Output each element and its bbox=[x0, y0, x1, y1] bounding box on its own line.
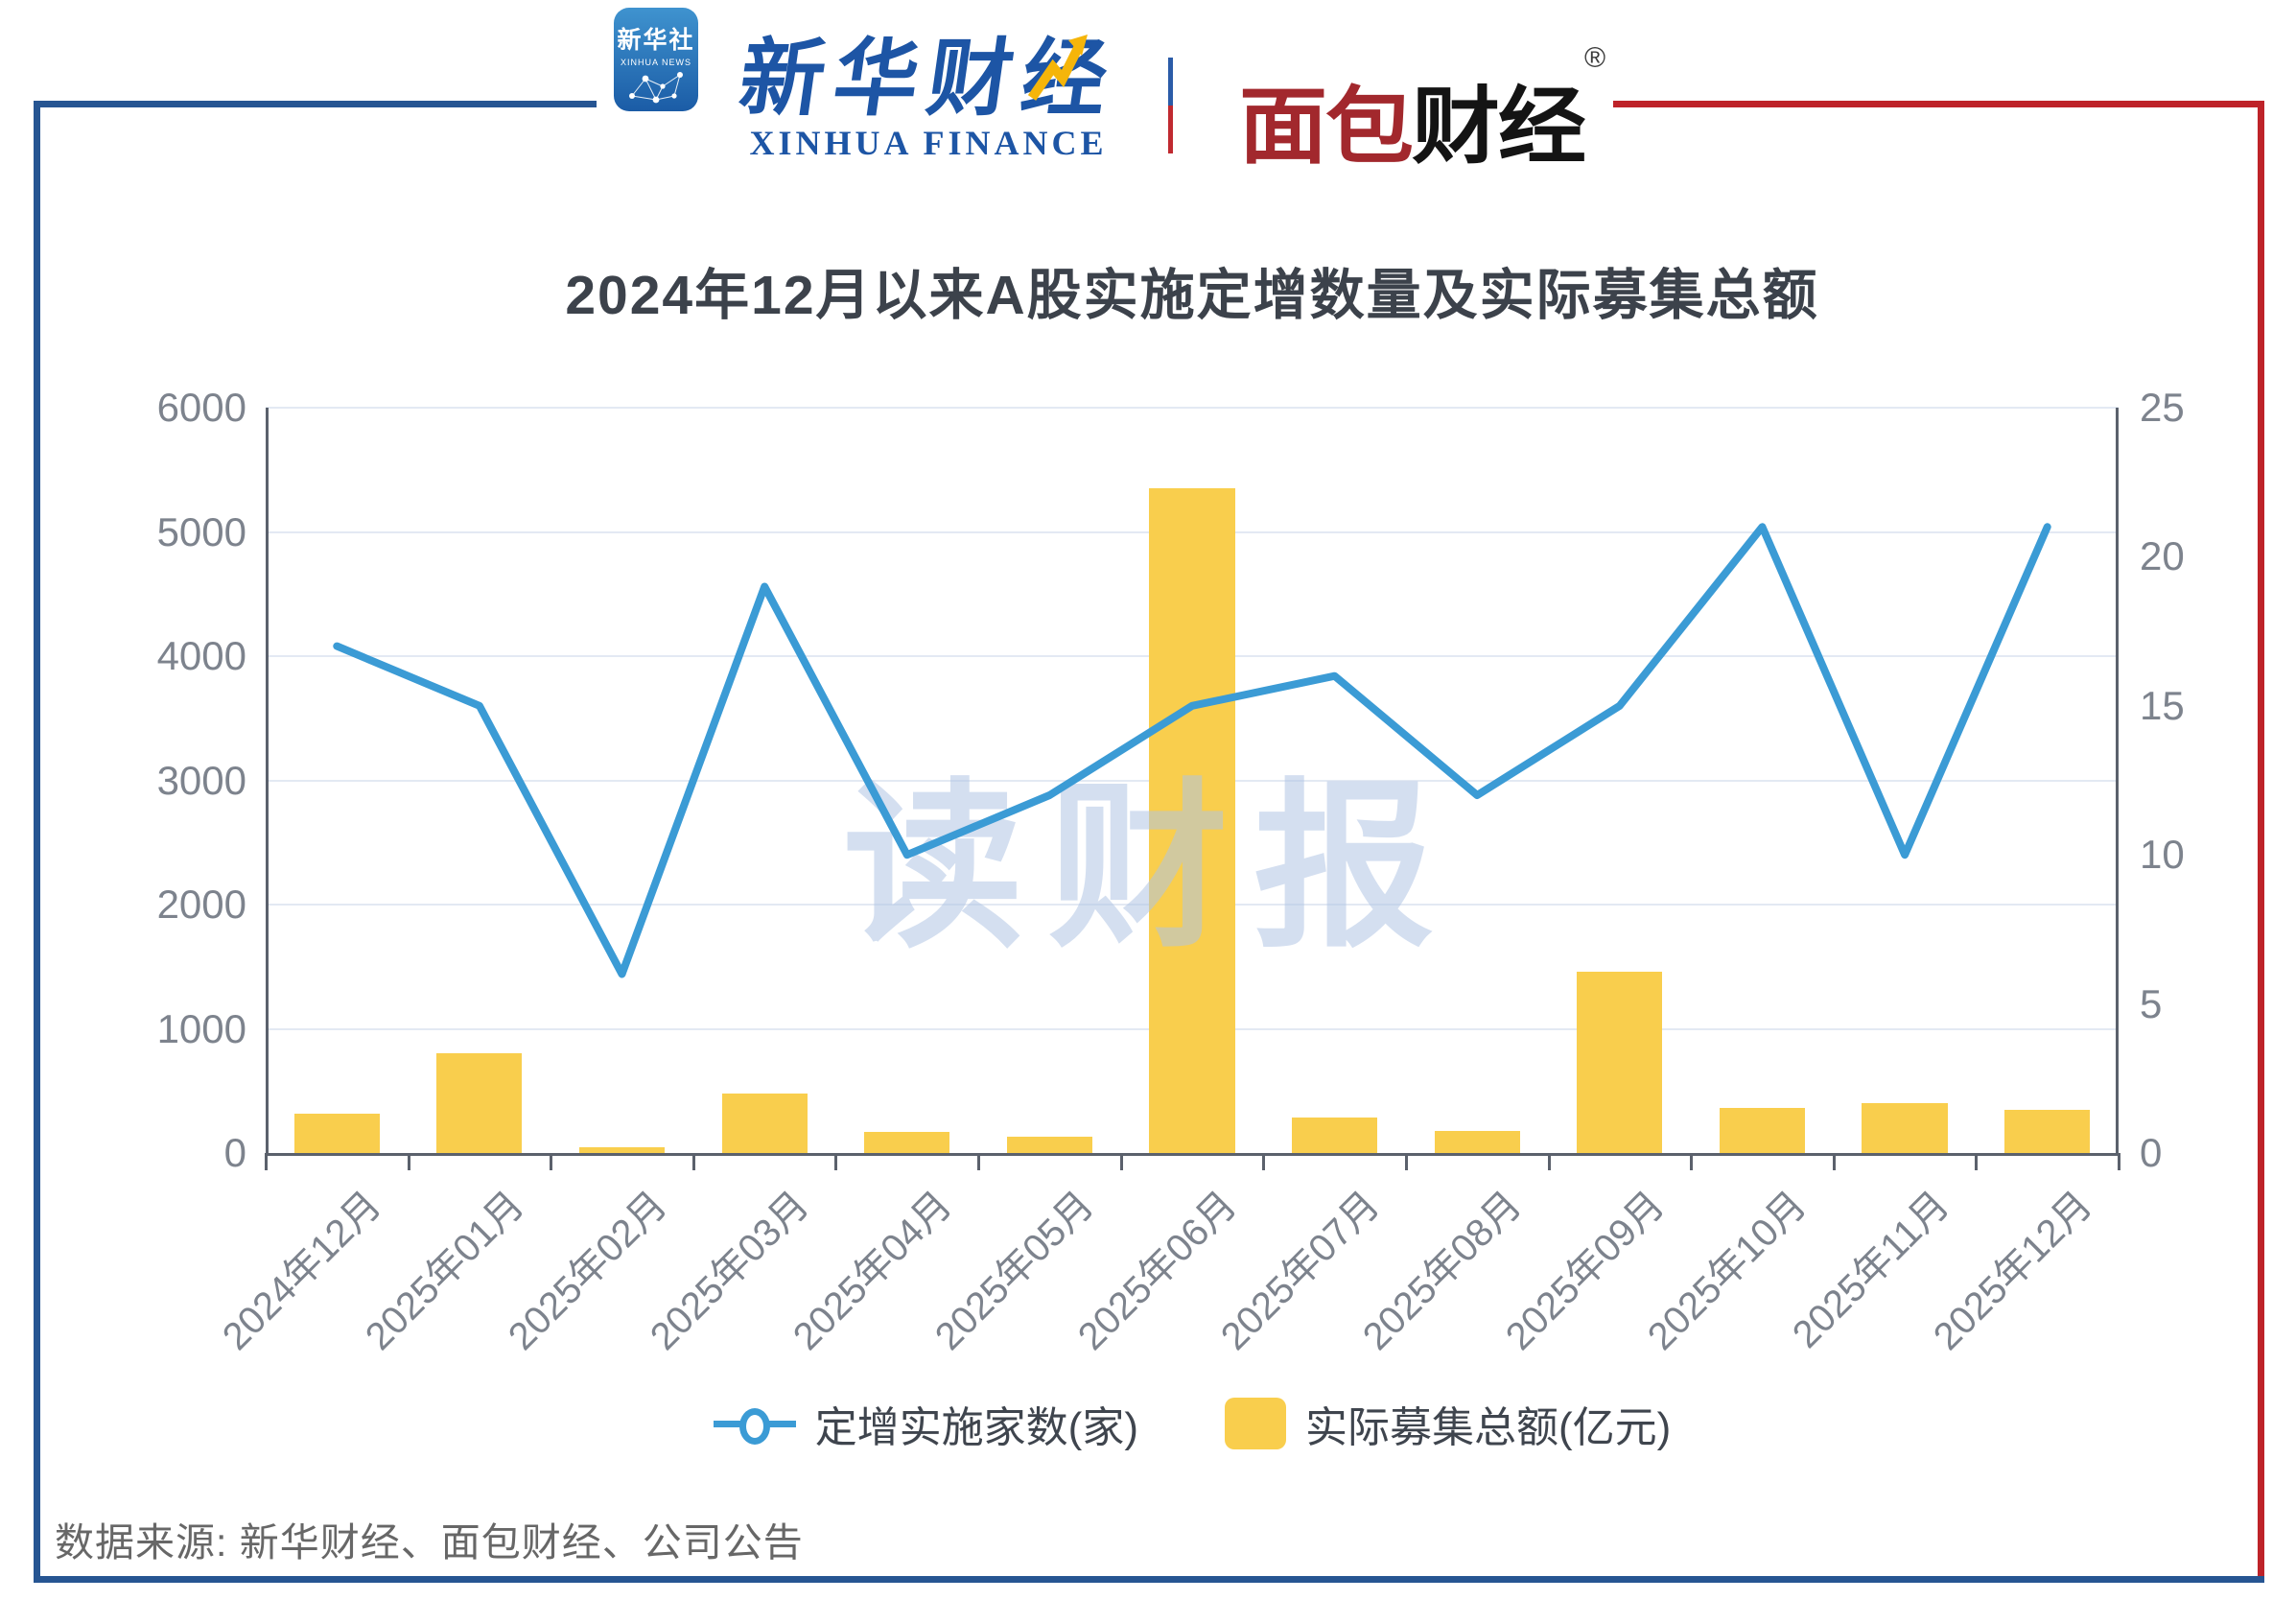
y-axis-tick-label-right: 10 bbox=[2140, 832, 2185, 878]
x-axis-tick bbox=[834, 1153, 838, 1170]
bar bbox=[864, 1131, 950, 1153]
xinhua-news-logo: 新华社 XINHUA NEWS bbox=[614, 8, 698, 111]
bar bbox=[721, 1093, 808, 1153]
bread-finance-logo-part1: 面包 bbox=[1239, 81, 1414, 175]
data-source-note: 数据来源: 新华财经、面包财经、公司公告 bbox=[55, 1520, 804, 1565]
y-axis-tick-label-right: 20 bbox=[2140, 533, 2185, 579]
xinhua-finance-logo: 新华财经 XINHUA FINANCE bbox=[717, 31, 1139, 163]
x-axis-tick bbox=[1119, 1153, 1123, 1170]
chart-title: 2024年12月以来A股实施定增数量及实际募集总额 bbox=[565, 265, 1819, 326]
x-axis-tick bbox=[691, 1153, 695, 1170]
bar bbox=[1577, 971, 1663, 1153]
x-axis-tick bbox=[1975, 1153, 1979, 1170]
y-axis-left bbox=[266, 408, 269, 1156]
line-series-marker-icon bbox=[713, 1407, 796, 1445]
x-axis-tick bbox=[1404, 1153, 1408, 1170]
trend-arrow-icon bbox=[1027, 35, 1088, 101]
y-axis-tick-label-right: 0 bbox=[2140, 1130, 2163, 1175]
bread-finance-logo: 面包财经 ® bbox=[1239, 42, 1605, 183]
bar bbox=[436, 1053, 523, 1153]
x-axis-tick bbox=[2118, 1153, 2120, 1170]
y-axis-tick-label-left: 6000 bbox=[156, 385, 246, 430]
x-axis-tick bbox=[1690, 1153, 1694, 1170]
bar bbox=[1292, 1118, 1378, 1153]
legend-label-line-series: 定增实施家数(家) bbox=[814, 1404, 1138, 1451]
frame-right-border bbox=[2258, 101, 2264, 1578]
xinhua-news-logo-en: XINHUA NEWS bbox=[620, 58, 691, 67]
x-axis-tick bbox=[407, 1153, 410, 1170]
bar bbox=[1434, 1131, 1520, 1153]
bar bbox=[1862, 1102, 1948, 1153]
bar bbox=[1006, 1137, 1092, 1153]
frame-top-right-segment bbox=[1613, 101, 2264, 107]
x-axis-tick bbox=[550, 1153, 553, 1170]
y-axis-tick-label-right: 15 bbox=[2140, 682, 2185, 728]
grid-line bbox=[266, 407, 2119, 409]
bread-finance-logo-part2: 财经 bbox=[1412, 81, 1586, 175]
legend-item-bar-series: 实际募集总额(亿元) bbox=[1225, 1393, 1671, 1454]
x-axis bbox=[266, 1153, 2119, 1156]
registered-mark: ® bbox=[1584, 42, 1606, 74]
y-axis-tick-label-left: 0 bbox=[223, 1130, 246, 1175]
bar bbox=[578, 1146, 666, 1153]
x-axis-tick bbox=[1832, 1153, 1836, 1170]
bar bbox=[1719, 1108, 1806, 1153]
frame-top-left-segment bbox=[34, 101, 597, 107]
y-axis-tick-label-left: 4000 bbox=[156, 633, 246, 678]
y-axis-right bbox=[2116, 408, 2119, 1156]
y-axis-tick-label-right: 5 bbox=[2140, 980, 2163, 1026]
bar bbox=[2004, 1110, 2091, 1153]
watermark: 读财报 bbox=[843, 766, 1459, 968]
xinhua-news-logo-cn: 新华社 bbox=[617, 27, 695, 54]
x-axis-tick bbox=[265, 1153, 268, 1170]
xinhua-finance-logo-en: XINHUA FINANCE bbox=[749, 124, 1108, 163]
y-axis-tick-label-left: 3000 bbox=[156, 757, 246, 803]
legend-label-bar-series: 实际募集总额(亿元) bbox=[1305, 1404, 1672, 1451]
bar-series-marker-icon bbox=[1225, 1398, 1286, 1449]
logo-divider bbox=[1168, 58, 1173, 153]
bar bbox=[293, 1113, 380, 1153]
x-axis-tick bbox=[977, 1153, 981, 1170]
y-axis-tick-label-left: 2000 bbox=[156, 882, 246, 927]
chart-legend: 定增实施家数(家) 实际募集总额(亿元) bbox=[266, 1393, 2119, 1454]
y-axis-tick-label-right: 25 bbox=[2140, 385, 2185, 430]
frame-bottom-border bbox=[34, 1576, 2264, 1583]
y-axis-tick-label-left: 5000 bbox=[156, 508, 246, 554]
legend-item-line-series: 定增实施家数(家) bbox=[713, 1393, 1138, 1454]
x-axis-tick bbox=[1547, 1153, 1551, 1170]
x-axis-tick bbox=[1262, 1153, 1266, 1170]
frame-left-border bbox=[34, 101, 40, 1583]
network-dots-icon bbox=[629, 72, 683, 104]
y-axis-tick-label-left: 1000 bbox=[156, 1005, 246, 1051]
